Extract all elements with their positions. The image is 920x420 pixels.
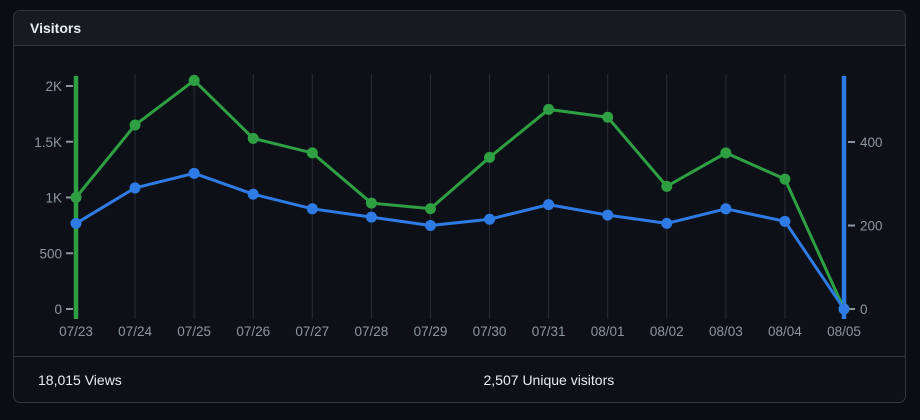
right-tick-label: 0 [860,302,868,317]
unique-point[interactable] [779,215,791,227]
unique-point[interactable] [661,217,673,229]
unique-point[interactable] [188,167,200,179]
views-total-value: 18,015 [38,371,81,388]
views-point[interactable] [70,192,82,203]
views-line [74,78,846,311]
views-total-stat: 18,015 Views [14,372,460,388]
x-tick-label: 08/04 [768,324,802,339]
unique-total-value: 2,507 [483,371,519,388]
left-tick-label: 0 [54,302,62,317]
unique-point[interactable] [720,203,732,215]
x-tick-label: 07/29 [414,324,448,339]
unique-point[interactable] [247,188,259,200]
x-tick-label: 08/02 [650,324,684,339]
x-tick-label: 07/27 [295,324,329,339]
unique-total-label: Unique visitors [522,371,615,388]
views-point[interactable] [247,132,259,144]
unique-point[interactable] [70,217,82,229]
unique-point[interactable] [543,199,555,211]
unique-point[interactable] [424,220,436,231]
views-point[interactable] [424,203,436,215]
left-tick-label: 2K [45,79,62,94]
visitors-card-footer: 18,015 Views 2,507 Unique visitors [14,356,905,402]
unique-point[interactable] [306,203,318,215]
unique-point[interactable] [838,303,850,315]
unique-point[interactable] [365,211,377,223]
unique-point[interactable] [484,213,496,225]
left-tick-label: 500 [39,246,62,261]
views-point[interactable] [484,151,496,163]
views-point[interactable] [306,147,318,159]
x-tick-label: 07/25 [177,324,211,339]
views-point[interactable] [188,74,200,86]
views-point[interactable] [602,111,614,123]
views-total-label: Views [84,371,122,388]
unique-line [74,171,846,311]
right-tick-label: 400 [860,135,883,150]
visitors-card-header: Visitors [14,11,905,46]
visitors-chart-area: 0 500 1K 1.5K 2K 0 200 400 07/23 07/24 07/25 07/26 0… [14,46,905,356]
x-tick-label: 07/28 [354,324,388,339]
x-tick-label: 08/03 [709,324,743,339]
left-tick-label: 1K [45,191,62,206]
views-point[interactable] [661,180,673,192]
x-tick-label: 07/23 [59,324,93,339]
right-tick-label: 200 [860,219,883,234]
views-point[interactable] [543,103,555,115]
visitors-chart: 0 500 1K 1.5K 2K 0 200 400 07/23 07/24 07/25 07/26 0… [34,74,883,339]
views-point[interactable] [779,173,791,185]
visitors-card: Visitors 0 500 1K 1.5K 2K 0 200 400 07/23 07/24 07… [13,10,906,403]
views-point[interactable] [720,147,732,159]
unique-point[interactable] [602,209,614,221]
x-tick-label: 07/30 [473,324,507,339]
views-point[interactable] [129,119,141,131]
x-tick-label: 07/31 [532,324,566,339]
unique-point[interactable] [129,182,141,194]
x-tick-label: 08/05 [827,324,861,339]
x-tick-label: 07/24 [118,324,152,339]
x-tick-label: 07/26 [236,324,270,339]
unique-visitors-stat: 2,507 Unique visitors [460,372,906,388]
views-point[interactable] [365,197,377,209]
left-tick-label: 1.5K [34,135,62,150]
card-title: Visitors [30,20,82,36]
x-tick-label: 08/01 [591,324,625,339]
